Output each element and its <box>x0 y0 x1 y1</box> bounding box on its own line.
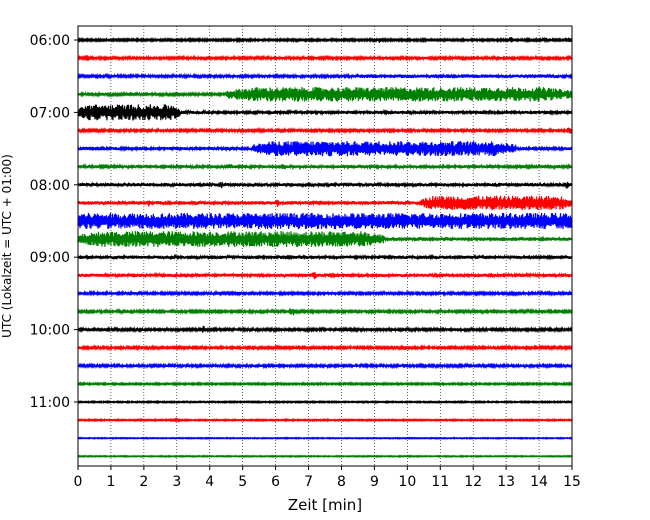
x-tick-label: 15 <box>563 474 581 490</box>
x-tick-label: 10 <box>398 474 416 490</box>
grid-lines <box>110 26 540 466</box>
x-tick-label: 14 <box>530 474 548 490</box>
y-tick-label: 06:00 <box>30 33 70 49</box>
x-tick-label: 12 <box>464 474 482 490</box>
trace-0745 <box>77 163 573 171</box>
x-tick-label: 5 <box>238 474 247 490</box>
x-tick-label: 8 <box>337 474 346 490</box>
trace-1145 <box>77 454 573 459</box>
trace-0645 <box>77 87 573 102</box>
seismic-traces <box>77 36 573 459</box>
y-axis-label: UTC (Lokalzeit = UTC + 01:00) <box>0 154 14 338</box>
x-tick-label: 4 <box>205 474 214 490</box>
trace-0930 <box>77 289 573 297</box>
trace-0700 <box>77 104 573 121</box>
trace-0915 <box>77 271 573 280</box>
trace-1130 <box>77 436 573 441</box>
trace-0845 <box>77 231 573 248</box>
x-tick-label: 3 <box>172 474 181 490</box>
trace-0715 <box>77 126 573 135</box>
y-tick-label: 08:00 <box>30 178 70 194</box>
y-axis-ticks: 06:00 07:00 08:00 09:00 10:00 11:00 <box>30 33 78 411</box>
x-axis-ticks: 0 1 2 3 4 5 6 7 8 9 10 11 12 13 14 15 <box>74 466 581 490</box>
plot-frame <box>77 25 573 467</box>
y-tick-label: 10:00 <box>30 323 70 339</box>
trace-1030 <box>77 362 573 370</box>
y-tick-label: 07:00 <box>30 105 70 121</box>
x-tick-label: 7 <box>304 474 313 490</box>
trace-1100 <box>77 399 573 405</box>
x-tick-label: 9 <box>370 474 379 490</box>
trace-0830 <box>77 212 573 230</box>
trace-1015 <box>77 344 573 352</box>
trace-0800 <box>77 181 573 189</box>
trace-0600 <box>77 36 573 44</box>
x-tick-label: 6 <box>271 474 280 490</box>
trace-0815 <box>77 195 573 211</box>
x-tick-label: 11 <box>431 474 449 490</box>
x-tick-label: 1 <box>106 474 115 490</box>
trace-0630 <box>77 72 573 80</box>
trace-0730 <box>77 140 573 157</box>
x-tick-label: 13 <box>497 474 515 490</box>
trace-0615 <box>77 54 573 62</box>
x-axis-label: Zeit [min] <box>288 496 362 514</box>
trace-1045 <box>77 381 573 387</box>
y-tick-label: 09:00 <box>30 250 70 266</box>
trace-1115 <box>77 417 573 423</box>
x-tick-label: 2 <box>139 474 148 490</box>
trace-1000 <box>77 325 573 334</box>
x-tick-label: 0 <box>74 474 83 490</box>
y-tick-label: 11:00 <box>30 395 70 411</box>
trace-0945 <box>77 307 573 316</box>
trace-0900 <box>77 253 573 261</box>
